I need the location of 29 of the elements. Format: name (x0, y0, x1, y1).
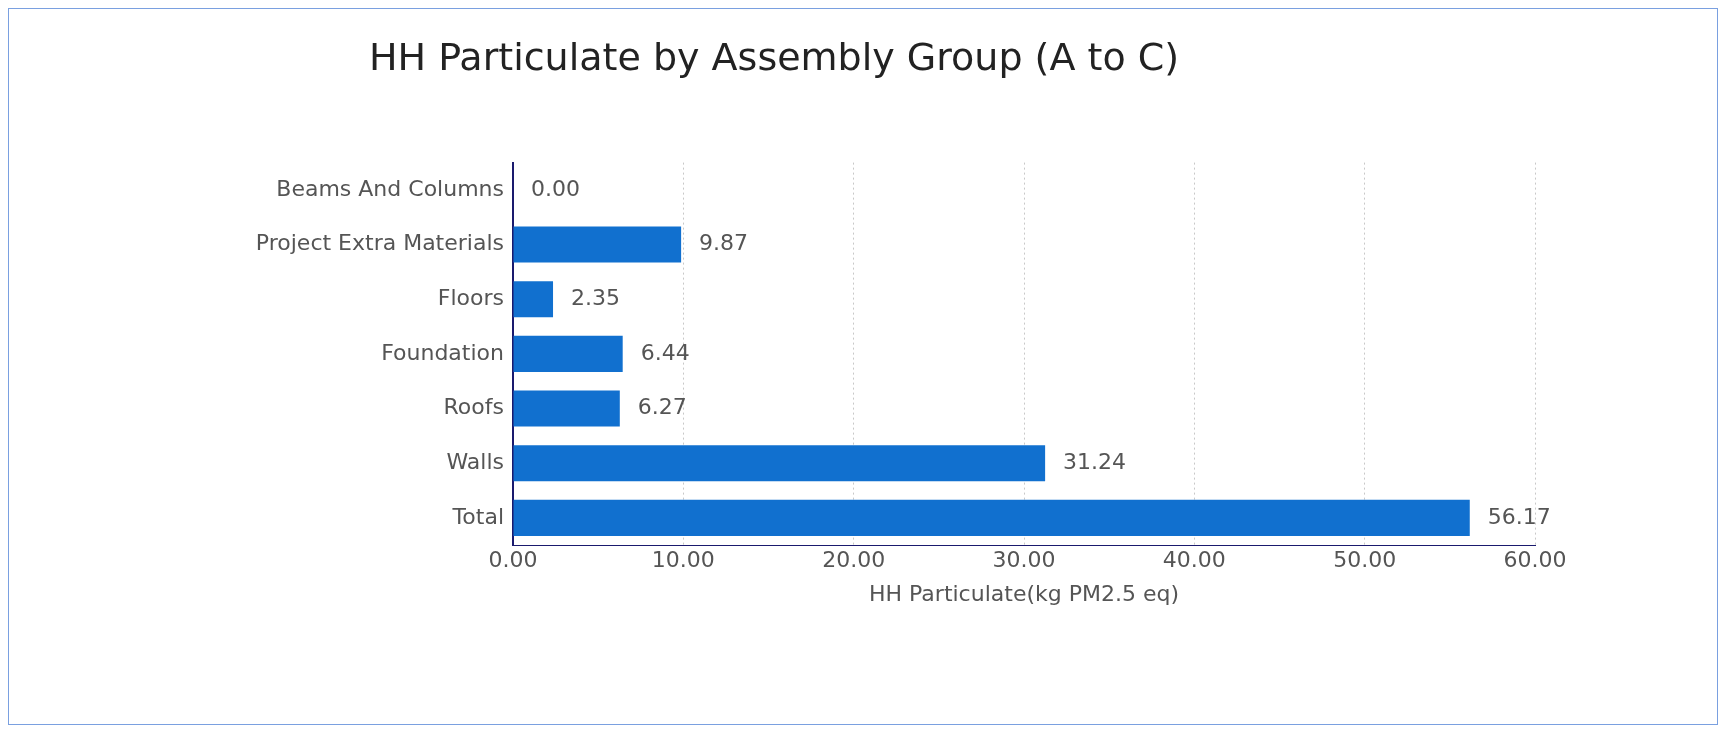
y-tick-label: Roofs (443, 394, 504, 420)
data-label: 2.35 (571, 284, 621, 310)
bar (513, 390, 620, 427)
data-label: 6.27 (637, 394, 687, 420)
x-tick-label: 10.00 (651, 547, 715, 573)
bar (513, 226, 682, 263)
y-tick-label: Total (451, 503, 504, 529)
bar (513, 499, 1470, 536)
x-tick-label: 40.00 (1162, 547, 1226, 573)
x-axis-title: HH Particulate(kg PM2.5 eq) (868, 580, 1180, 606)
x-tick-label: 50.00 (1333, 547, 1397, 573)
y-tick-label: Beams And Columns (276, 175, 504, 201)
bar (513, 281, 554, 318)
chart-title: HH Particulate by Assembly Group (A to C) (368, 34, 1180, 79)
y-tick-label: Floors (437, 284, 504, 310)
data-label: 31.24 (1063, 448, 1127, 474)
x-tick-label: 0.00 (488, 547, 538, 573)
bar (513, 445, 1046, 482)
y-tick-label: Foundation (381, 339, 504, 365)
data-label: 0.00 (531, 175, 580, 201)
y-tick-label: Project Extra Materials (255, 230, 504, 256)
data-label: 9.87 (699, 230, 749, 256)
data-label: 6.44 (640, 339, 690, 365)
y-tick-label: Walls (446, 448, 504, 474)
x-tick-label: 30.00 (992, 547, 1056, 573)
bar (513, 335, 623, 372)
x-tick-label: 60.00 (1503, 547, 1567, 573)
data-label: 56.17 (1487, 503, 1551, 529)
x-tick-label: 20.00 (822, 547, 886, 573)
